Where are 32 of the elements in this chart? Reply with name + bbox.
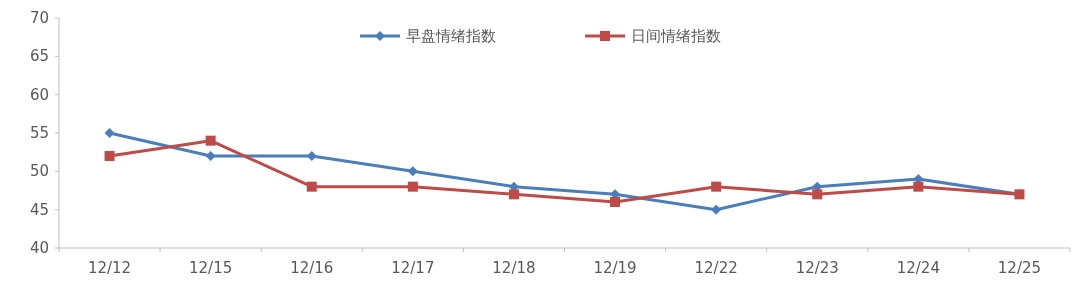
- x-tick-label: 12/17: [391, 259, 435, 277]
- y-tick-label: 70: [29, 9, 49, 27]
- point: [104, 128, 115, 138]
- legend-label: 早盘情绪指数: [406, 27, 496, 45]
- x-tick-label: 12/22: [694, 259, 738, 277]
- x-tick-label: 12/23: [795, 259, 839, 277]
- point: [913, 181, 924, 192]
- x-tick-label: 12/19: [593, 259, 637, 277]
- y-tick-label: 60: [29, 85, 49, 104]
- y-tick-label: 65: [29, 47, 49, 66]
- point: [812, 189, 823, 200]
- x-tick-label: 12/25: [997, 259, 1042, 277]
- point: [205, 135, 216, 146]
- y-tick-label: 45: [29, 200, 49, 219]
- y-tick-label: 50: [29, 162, 49, 181]
- point: [610, 197, 621, 207]
- point: [711, 181, 722, 192]
- legend-label: 日间情绪指数: [631, 27, 721, 45]
- x-tick-label: 12/18: [492, 259, 536, 277]
- x-tick-label: 12/12: [87, 259, 132, 277]
- point: [407, 166, 418, 177]
- point: [205, 151, 216, 161]
- y-tick-label: 40: [29, 239, 49, 257]
- point: [407, 181, 418, 192]
- point: [508, 189, 519, 200]
- x-tick-label: 12/24: [896, 259, 940, 277]
- point: [711, 204, 722, 215]
- point: [104, 151, 115, 161]
- x-tick-label: 12/15: [189, 259, 233, 277]
- x-tick-label: 12/16: [290, 259, 334, 277]
- y-tick-label: 55: [29, 124, 49, 142]
- point: [306, 181, 317, 192]
